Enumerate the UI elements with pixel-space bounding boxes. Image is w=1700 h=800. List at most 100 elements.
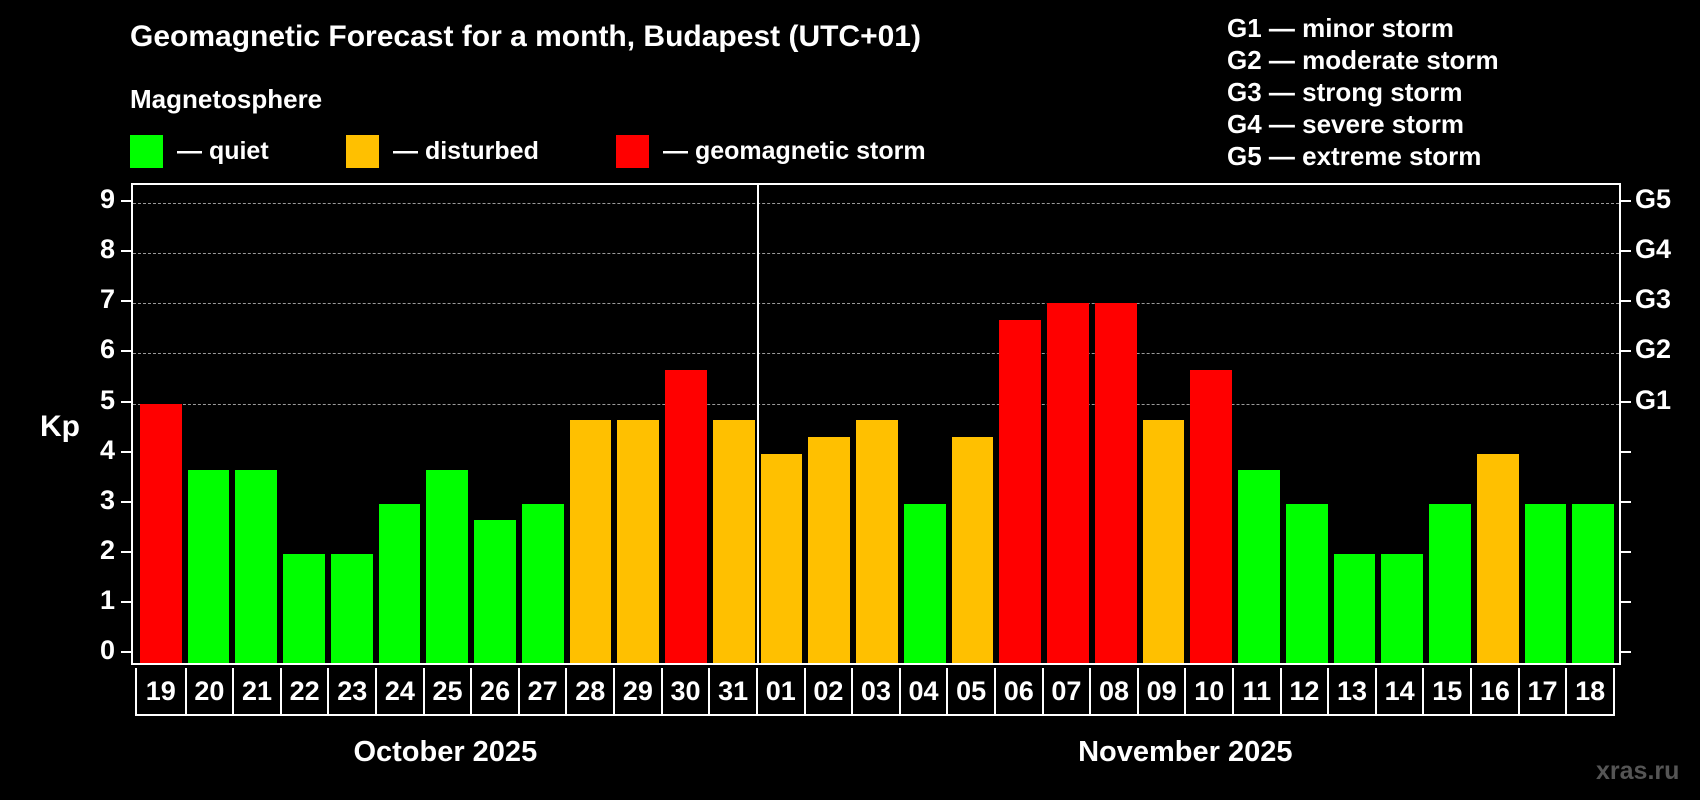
gridline [133, 353, 1619, 355]
bar-01 [760, 453, 803, 663]
y-tick [121, 500, 131, 503]
y-tick [121, 300, 131, 303]
date-cell-16: 16 [1470, 668, 1518, 714]
watermark: xras.ru [1596, 757, 1680, 785]
date-cell-28: 28 [565, 668, 613, 714]
y-tick-label: 8 [99, 234, 115, 265]
bar-16 [1476, 453, 1519, 663]
date-cell-17: 17 [1517, 668, 1566, 714]
date-cell-11: 11 [1232, 668, 1280, 714]
bar-06 [999, 319, 1042, 663]
date-cell-09: 09 [1136, 668, 1185, 714]
legend-item-storm: — geomagnetic storm [616, 134, 926, 168]
month-label-november: November 2025 [1078, 736, 1293, 768]
g-scale-label: G2 [1635, 334, 1672, 365]
bar-19 [140, 403, 182, 663]
y-tick-label: 7 [99, 284, 115, 315]
bar-10 [1190, 369, 1233, 663]
g-scale-label: G5 [1635, 184, 1672, 215]
bar-18 [1572, 503, 1614, 663]
y-tick-label: 4 [99, 434, 115, 465]
legend-heading: Magnetosphere [130, 84, 323, 114]
date-cell-21: 21 [232, 668, 280, 714]
storm-swatch [616, 134, 649, 168]
date-cell-20: 20 [184, 668, 233, 714]
bar-30 [665, 369, 707, 663]
date-cell-29: 29 [613, 668, 661, 714]
date-row: 19 20 21 22 23 24 25 26 27 28 29 30 31 01 02 03 04 05 06 07… [135, 668, 1615, 716]
bar-20 [187, 470, 230, 663]
date-cell-26: 26 [470, 668, 518, 714]
bar-21 [235, 470, 278, 663]
storm-scale-legend: G1 — minor storm G2 — moderate storm G3 … [1227, 12, 1499, 172]
date-cell-23: 23 [327, 668, 375, 714]
bar-02 [808, 437, 851, 663]
gridline [133, 253, 1619, 255]
bar-23 [330, 553, 373, 663]
bar-12 [1285, 503, 1328, 663]
bar-08 [1094, 303, 1137, 663]
bar-03 [856, 420, 898, 663]
gridline [133, 403, 1619, 405]
date-cell-30: 30 [660, 668, 709, 714]
bar-29 [617, 420, 660, 663]
g-scale-label: G1 [1635, 384, 1672, 415]
right-tick [1621, 550, 1631, 553]
y-tick [121, 600, 131, 603]
date-cell-02: 02 [803, 668, 852, 714]
date-cell-15: 15 [1422, 668, 1470, 714]
y-tick-label: 1 [99, 584, 115, 615]
y-tick-label: 9 [99, 184, 115, 215]
plot-area [131, 183, 1621, 665]
quiet-swatch [130, 134, 163, 168]
y-tick [121, 550, 131, 553]
date-cell-06: 06 [993, 668, 1042, 714]
gridline [133, 303, 1619, 305]
date-cell-18: 18 [1565, 668, 1613, 714]
storm-scale-item: G3 — strong storm [1227, 77, 1463, 107]
right-tick [1621, 250, 1631, 253]
y-tick [121, 450, 131, 453]
month-divider [756, 185, 759, 663]
bar-13 [1333, 553, 1376, 663]
legend-label: — geomagnetic storm [663, 136, 926, 165]
disturbed-swatch [346, 134, 379, 168]
g-scale-label: G3 [1635, 284, 1672, 315]
right-tick [1621, 450, 1631, 453]
bar-22 [283, 553, 325, 663]
date-cell-13: 13 [1327, 668, 1375, 714]
bar-31 [712, 420, 755, 663]
right-tick [1621, 300, 1631, 303]
date-cell-31: 31 [708, 668, 756, 714]
bar-07 [1047, 303, 1089, 663]
y-tick [121, 250, 131, 253]
date-cell-27: 27 [517, 668, 566, 714]
date-cell-03: 03 [851, 668, 899, 714]
storm-scale-item: G5 — extreme storm [1227, 141, 1482, 171]
legend-label: — disturbed [393, 136, 539, 165]
storm-scale-item: G2 — moderate storm [1227, 45, 1499, 75]
bar-17 [1524, 503, 1567, 663]
bar-28 [569, 420, 612, 663]
bar-25 [426, 470, 469, 663]
legend-item-disturbed: — disturbed [346, 134, 539, 168]
right-tick [1621, 500, 1631, 503]
bar-27 [521, 503, 564, 663]
date-cell-14: 14 [1374, 668, 1423, 714]
date-cell-12: 12 [1279, 668, 1328, 714]
date-cell-08: 08 [1089, 668, 1137, 714]
y-tick-label: 0 [99, 635, 115, 665]
y-tick [121, 651, 131, 653]
legend-label: — quiet [177, 136, 269, 165]
bar-24 [378, 503, 421, 663]
bar-09 [1142, 420, 1185, 663]
right-tick [1621, 350, 1631, 353]
gridline [133, 203, 1619, 205]
g-scale-label: G4 [1635, 234, 1672, 265]
date-cell-04: 04 [898, 668, 947, 714]
storm-scale-item: G4 — severe storm [1227, 109, 1465, 139]
y-tick-label: 3 [99, 484, 115, 515]
legend-item-quiet: — quiet [130, 134, 269, 168]
y-tick [121, 200, 131, 203]
right-tick [1621, 400, 1631, 403]
